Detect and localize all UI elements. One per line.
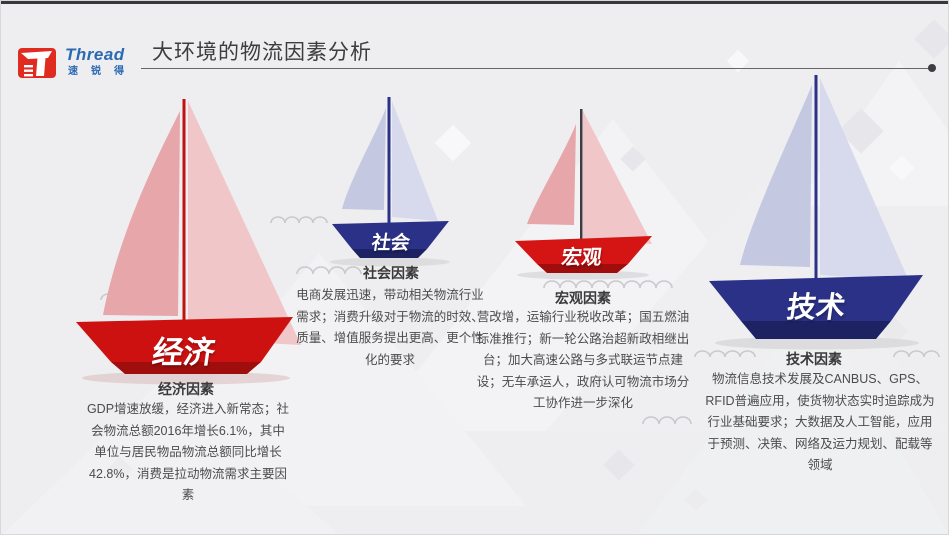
logo-icon [18,48,56,78]
brand-name-cn: 速锐得 [68,66,137,77]
hull-label-economy: 经济 [150,335,218,370]
hull-label-technology: 技术 [784,292,848,324]
factor-heading-macro: 宏观因素 [555,290,611,306]
factor-body-economy: GDP增速放缓，经济进入新常态；社会物流总额2016年增长6.1%，其中单位与居… [86,402,290,502]
top-accent-bar [1,1,948,4]
factor-heading-society: 社会因素 [363,265,419,281]
page-title: 大环境的物流因素分析 [152,41,372,64]
factor-body-society: 电商发展迅速，带动相关物流行业需求；消费升级对于物流的时效、质量、增值服务提出更… [296,288,484,367]
factor-heading-technology: 技术因素 [786,351,842,367]
factor-body-macro: 营改增，运输行业税收改革；国五燃油标准推行；新一轮公路治超新政相继出台；加大高速… [476,310,690,410]
factor-heading-economy: 经济因素 [158,381,214,397]
hull-label-society: 社会 [370,233,412,254]
header-rule-end-dot [928,64,936,72]
factor-body-technology: 物流信息技术发展及CANBUS、GPS、RFID普遍应用，使货物状态实时追踪成为… [705,372,935,472]
header-rule [141,68,933,69]
brand-name: Thread [65,45,125,64]
hull-label-macro: 宏观 [560,247,604,269]
